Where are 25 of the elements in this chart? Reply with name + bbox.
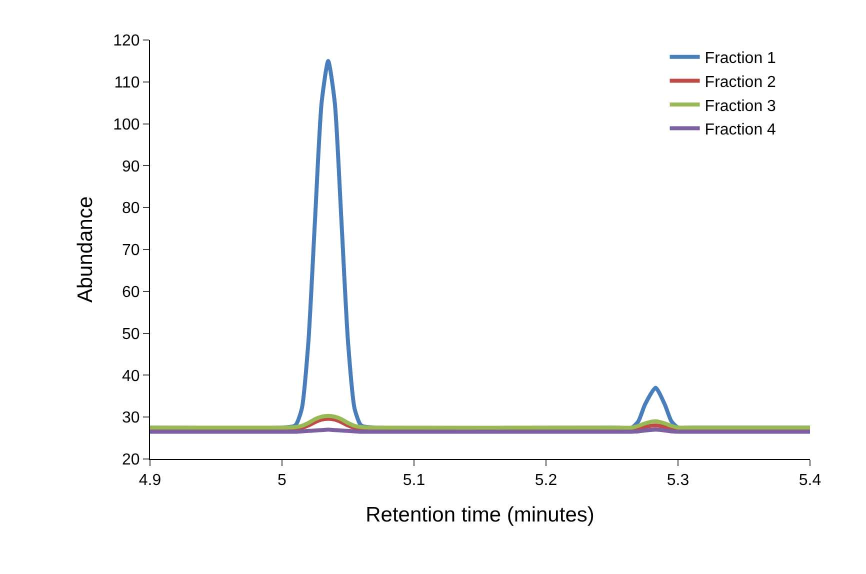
y-axis-title: Abundance	[74, 196, 98, 303]
y-tick-label: 20	[122, 452, 140, 469]
y-tick-label: 100	[113, 116, 140, 134]
y-tick-label: 120	[113, 32, 140, 50]
y-tick-label: 50	[122, 326, 140, 343]
legend-label: Fraction 4	[704, 122, 776, 139]
legend-label: Fraction 1	[704, 50, 776, 68]
x-tick-label: 5.2	[534, 472, 558, 490]
y-tick-label: 40	[122, 368, 140, 385]
x-tick-label: 5.4	[798, 472, 822, 490]
x-tick-label: 5	[278, 472, 287, 490]
line-series	[150, 414, 810, 430]
x-tick-label: 4.9	[138, 472, 162, 490]
y-tick-label: 60	[122, 284, 140, 301]
x-axis-title: Retention time (minutes)	[366, 503, 594, 526]
line-series	[150, 416, 810, 432]
y-tick-label: 110	[114, 74, 140, 92]
legend-label: Fraction 3	[704, 98, 776, 115]
y-tick-label: 90	[122, 158, 140, 176]
y-tick-label: 30	[122, 410, 140, 427]
y-tick-label: 70	[122, 242, 140, 260]
y-tick-label: 80	[122, 200, 140, 218]
x-tick-label: 5.3	[666, 472, 690, 490]
x-tick-label: 5.1	[402, 472, 426, 490]
legend-label: Fraction 2	[704, 74, 776, 91]
